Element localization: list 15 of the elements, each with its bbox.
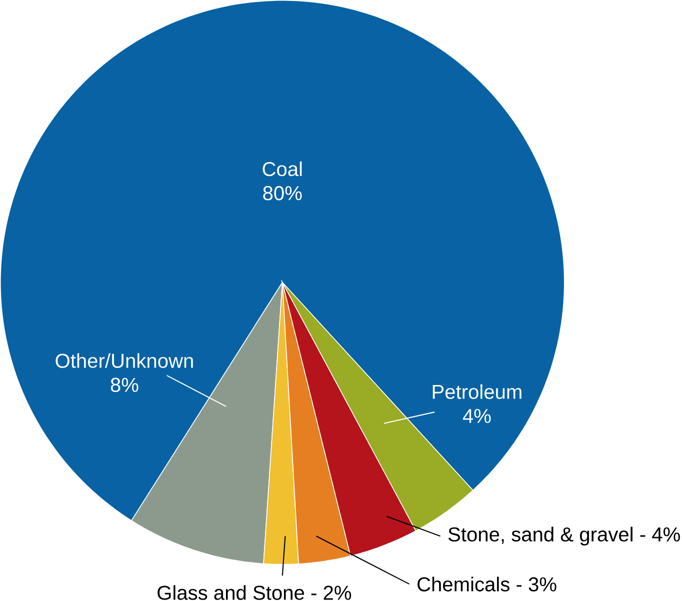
- text: -: [311, 593, 316, 596]
- text: -: [516, 585, 522, 587]
- data-label: 4%: [652, 527, 680, 542]
- slice-label: Other/Unknown: [56, 353, 193, 368]
- data-label: 2%: [324, 586, 352, 600]
- slice-label: Petroleum: [432, 384, 522, 399]
- data-label: 80%: [263, 186, 302, 200]
- slice-label: Coal: [262, 161, 302, 176]
- slice-label: Glass and Stone: [158, 585, 304, 600]
- slice-label: Chemicals: [418, 576, 510, 592]
- data-label: 3%: [528, 577, 556, 592]
- data-label: 4%: [462, 408, 491, 423]
- data-label: 8%: [110, 378, 138, 392]
- slice-label: Stone, sand & gravel: [448, 526, 632, 546]
- text: -: [640, 535, 646, 537]
